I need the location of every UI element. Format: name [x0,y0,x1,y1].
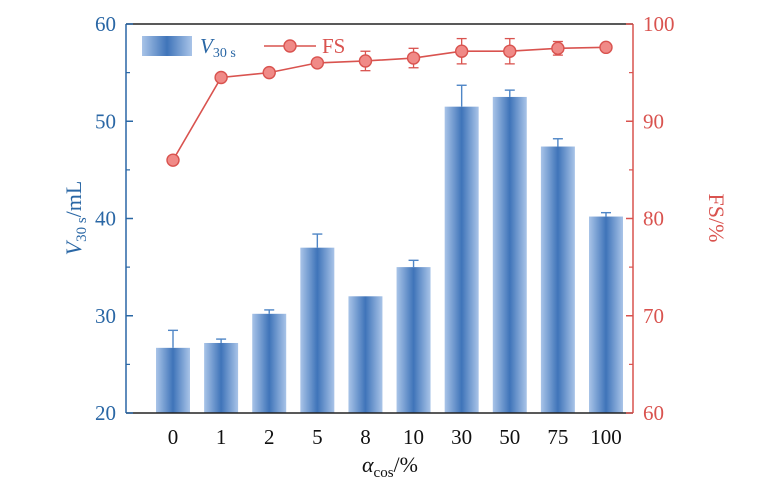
fs-line-path [172,46,607,161]
right-y-ticks: 60 70 80 90 100 [626,12,675,425]
fs-point-75 [551,41,565,56]
bar-5 [300,247,335,413]
x-tick-label-75: 75 [547,425,568,449]
x-tick-label-100: 100 [590,425,622,449]
left-y-title-sub: 30 s [74,217,90,242]
legend-bar-label-main: V [200,34,215,58]
bar-1 [204,342,239,413]
fs-point-50 [503,44,517,58]
x-tick-label-2: 2 [264,425,275,449]
right-tick-label-80: 80 [643,207,664,231]
left-y-ticks: 20 30 40 50 60 [95,12,133,425]
left-tick-label-30: 30 [95,304,116,328]
legend-line-label: FS [322,34,345,58]
legend-line-marker [283,39,297,53]
left-y-title-main: V [61,239,86,255]
x-tick-label-8: 8 [360,425,371,449]
right-y-axis-title: FS/% [704,194,729,243]
left-tick-label-50: 50 [95,109,116,133]
bar-series [156,96,623,413]
legend-bar-swatch [142,36,192,56]
x-tick-label-5: 5 [312,425,323,449]
left-y-axis-title: V30 s/mL [61,181,90,256]
legend-bar-label: V30 s [200,34,236,61]
left-y-title-suffix: /mL [61,181,86,218]
fs-point-5 [310,56,325,70]
right-tick-label-90: 90 [643,109,664,133]
bar-50 [492,96,527,413]
left-tick-label-20: 20 [95,401,116,425]
x-title-suffix: /% [394,452,418,477]
bar-10 [396,267,431,413]
fs-point-8 [358,54,373,68]
x-tick-label-30: 30 [451,425,472,449]
bar-100 [589,216,623,413]
x-tick-label-50: 50 [499,425,520,449]
fs-point-10 [406,51,421,65]
bar-8 [348,296,383,413]
left-tick-label-60: 60 [95,12,116,36]
fs-point-30 [454,44,469,58]
fs-line-series [166,37,613,167]
bar-75 [540,146,575,413]
x-tick-label-1: 1 [216,425,227,449]
fs-point-0 [166,153,180,167]
x-title-main: α [362,452,374,477]
x-ticks: 0 1 2 5 8 10 30 50 75 100 [168,425,622,449]
fs-point-1 [214,70,228,85]
x-tick-label-10: 10 [403,425,424,449]
bar-error-bars [168,84,611,348]
bar-0 [156,347,190,413]
x-tick-label-0: 0 [168,425,179,449]
bar-2 [252,313,287,413]
legend-bar-label-sub: 30 s [213,46,236,61]
x-axis-title: αcos/% [362,452,418,481]
left-tick-label-40: 40 [95,207,116,231]
right-tick-label-60: 60 [643,401,664,425]
fs-point-2 [262,65,276,80]
x-title-sub: cos [374,465,394,481]
bar-30 [444,106,479,413]
fs-point-100 [599,40,613,55]
legend: V30 s FS [142,34,345,61]
right-tick-label-70: 70 [643,304,664,328]
right-tick-label-100: 100 [643,12,675,36]
